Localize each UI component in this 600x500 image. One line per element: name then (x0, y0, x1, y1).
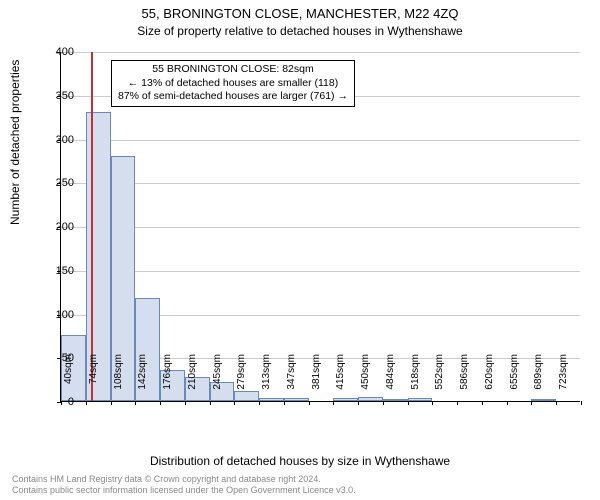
xtick-mark (86, 401, 87, 405)
ytick-label: 200 (44, 221, 74, 233)
xtick-mark (111, 401, 112, 405)
xtick-mark (333, 401, 334, 405)
xtick-mark (234, 401, 235, 405)
xtick-mark (135, 401, 136, 405)
xtick-mark (581, 401, 582, 405)
ytick-label: 350 (44, 90, 74, 102)
xtick-label: 620sqm (484, 354, 495, 390)
xtick-label: 142sqm (137, 354, 148, 390)
xtick-label: 313sqm (261, 354, 272, 390)
xtick-label: 108sqm (113, 354, 124, 390)
property-marker-line (91, 52, 93, 401)
xtick-mark (185, 401, 186, 405)
xtick-label: 689sqm (533, 354, 544, 390)
xtick-label: 723sqm (558, 354, 569, 390)
ytick-label: 0 (44, 396, 74, 408)
xtick-mark (160, 401, 161, 405)
footer-text: Contains HM Land Registry data © Crown c… (12, 474, 356, 496)
xtick-label: 586sqm (459, 354, 470, 390)
ytick-label: 150 (44, 265, 74, 277)
x-axis-label: Distribution of detached houses by size … (0, 454, 600, 468)
xtick-label: 381sqm (311, 354, 322, 390)
bar (259, 398, 284, 402)
bar (284, 398, 309, 402)
xtick-mark (432, 401, 433, 405)
annotation-line1: 55 BRONINGTON CLOSE: 82sqm (118, 63, 348, 77)
plot: 55 BRONINGTON CLOSE: 82sqm← 13% of detac… (60, 52, 580, 402)
annotation-box: 55 BRONINGTON CLOSE: 82sqm← 13% of detac… (111, 60, 355, 107)
bar (408, 398, 433, 401)
gridline (61, 52, 580, 53)
xtick-label: 176sqm (162, 354, 173, 390)
xtick-label: 518sqm (410, 354, 421, 390)
xtick-label: 347sqm (286, 354, 297, 390)
y-axis-label: Number of detached properties (8, 60, 22, 225)
xtick-label: 655sqm (509, 354, 520, 390)
gridline (61, 271, 580, 272)
xtick-mark (457, 401, 458, 405)
xtick-mark (284, 401, 285, 405)
xtick-label: 210sqm (187, 354, 198, 390)
bar (383, 399, 408, 401)
ytick-label: 250 (44, 177, 74, 189)
xtick-mark (358, 401, 359, 405)
footer-line2: Contains public sector information licen… (12, 485, 356, 496)
plot-area: 55 BRONINGTON CLOSE: 82sqm← 13% of detac… (60, 52, 580, 402)
ytick-label: 100 (44, 309, 74, 321)
xtick-label: 484sqm (385, 354, 396, 390)
xtick-mark (259, 401, 260, 405)
xtick-mark (482, 401, 483, 405)
xtick-label: 245sqm (212, 354, 223, 390)
ytick-label: 300 (44, 134, 74, 146)
bar (358, 397, 383, 401)
gridline (61, 183, 580, 184)
xtick-mark (309, 401, 310, 405)
xtick-mark (383, 401, 384, 405)
xtick-label: 74sqm (88, 354, 99, 384)
bar (234, 391, 259, 402)
xtick-mark (531, 401, 532, 405)
xtick-label: 552sqm (434, 354, 445, 390)
chart-subtitle: Size of property relative to detached ho… (0, 22, 600, 38)
xtick-mark (556, 401, 557, 405)
chart-container: 55, BRONINGTON CLOSE, MANCHESTER, M22 4Z… (0, 0, 600, 500)
xtick-label: 279sqm (236, 354, 247, 390)
bar (333, 398, 358, 401)
gridline (61, 227, 580, 228)
annotation-line2: ← 13% of detached houses are smaller (11… (118, 77, 348, 91)
xtick-label: 450sqm (360, 354, 371, 390)
xtick-mark (507, 401, 508, 405)
chart-title: 55, BRONINGTON CLOSE, MANCHESTER, M22 4Z… (0, 0, 600, 22)
gridline (61, 140, 580, 141)
xtick-label: 40sqm (63, 354, 74, 384)
footer-line1: Contains HM Land Registry data © Crown c… (12, 474, 356, 485)
xtick-mark (210, 401, 211, 405)
bar (531, 399, 556, 401)
ytick-label: 400 (44, 46, 74, 58)
xtick-mark (408, 401, 409, 405)
annotation-line3: 87% of semi-detached houses are larger (… (118, 90, 348, 104)
xtick-label: 415sqm (335, 354, 346, 390)
